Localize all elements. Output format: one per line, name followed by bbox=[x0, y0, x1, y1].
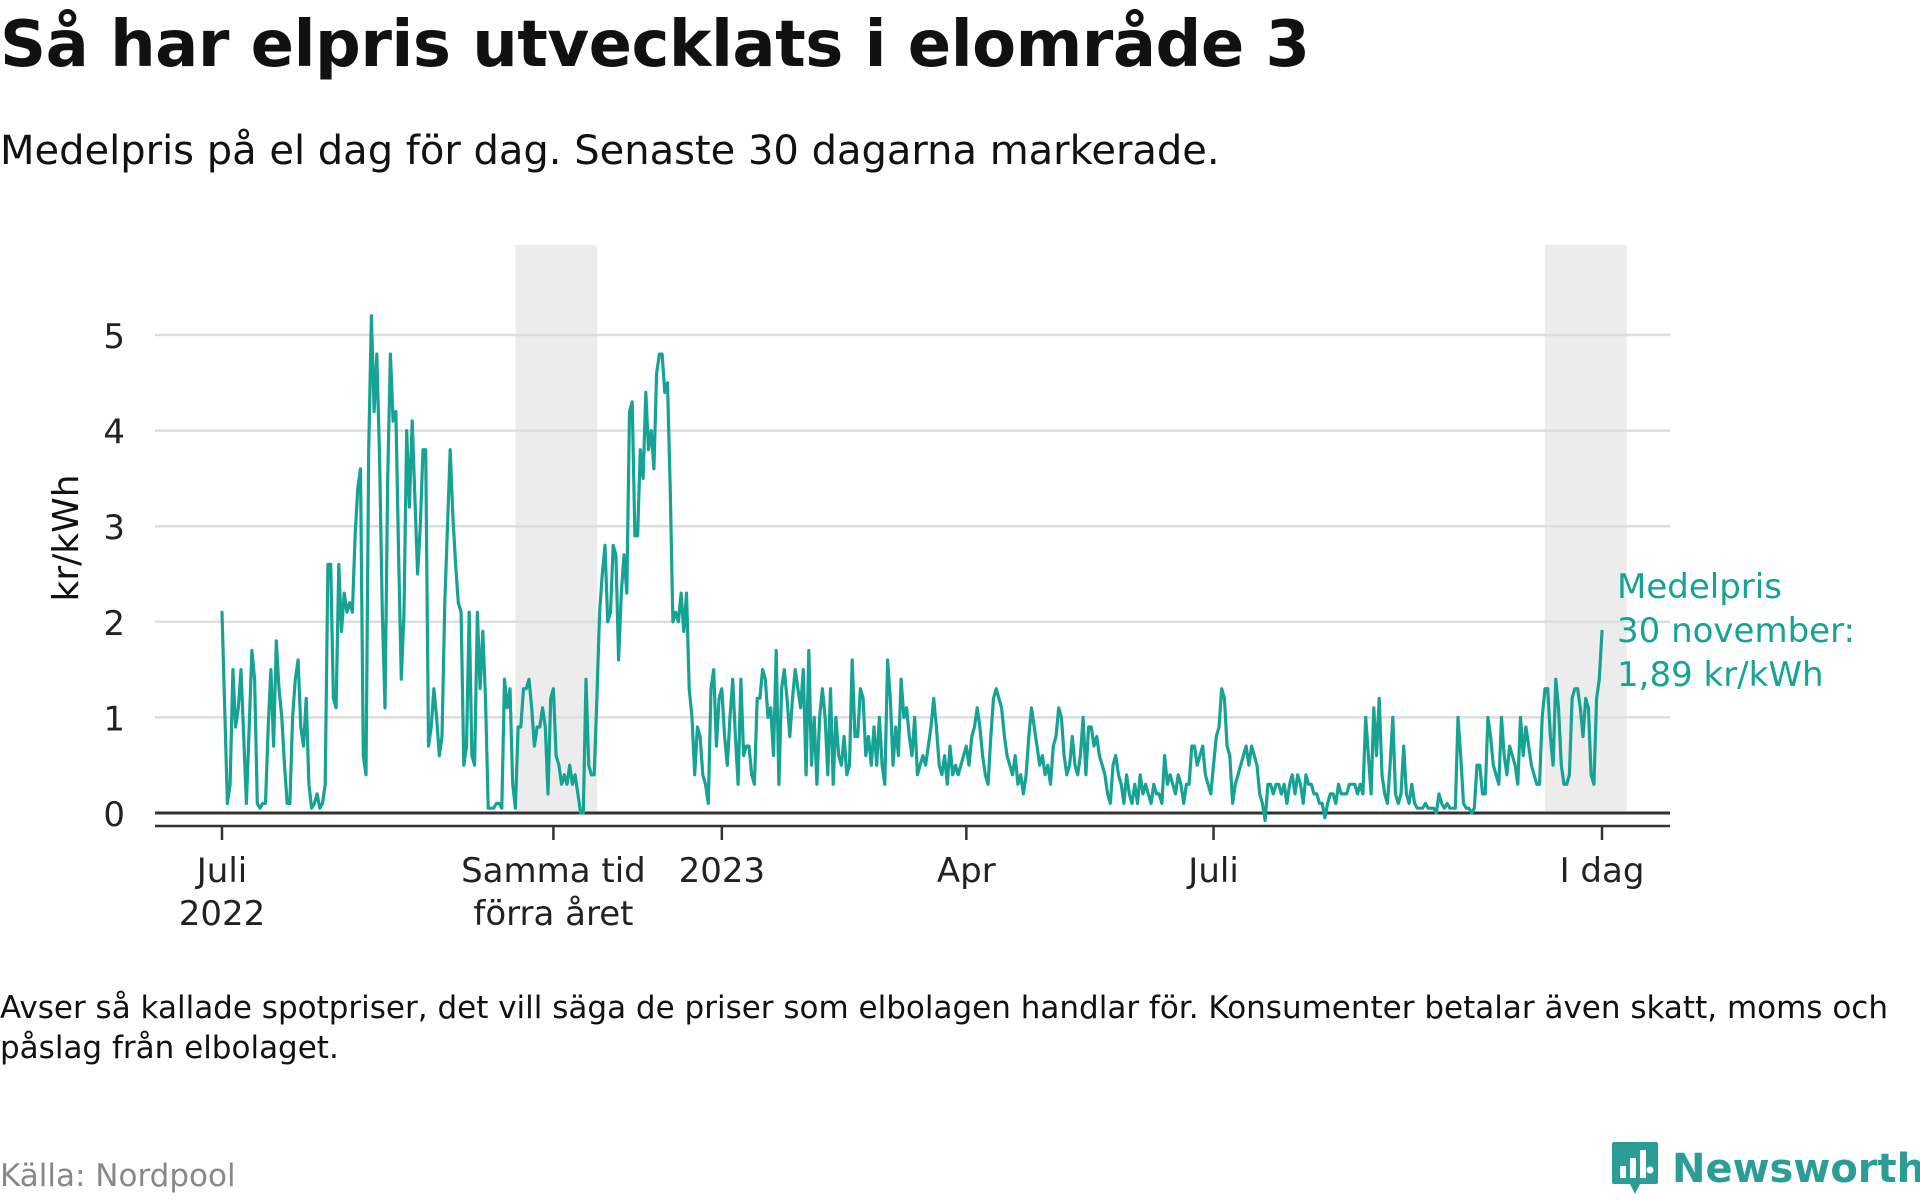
y-tick-label: 3 bbox=[103, 508, 125, 548]
x-tick-label: 2022 bbox=[179, 894, 266, 934]
y-axis-title: kr/kWh bbox=[46, 474, 87, 601]
annotation-label: 1,89 kr/kWh bbox=[1617, 655, 1824, 695]
x-tick-label: Apr bbox=[937, 851, 996, 891]
annotation-label: Medelpris bbox=[1617, 567, 1782, 607]
x-tick-label: Juli bbox=[1186, 851, 1238, 891]
annotation-label: 30 november: bbox=[1617, 611, 1855, 651]
footnote: Avser så kallade spotpriser, det vill sä… bbox=[0, 990, 1888, 1066]
x-tick-label: Juli bbox=[195, 851, 247, 891]
newsworthy-logo-icon bbox=[1612, 1142, 1658, 1194]
y-tick-label: 1 bbox=[103, 699, 125, 739]
brand-name: Newsworthy bbox=[1672, 1146, 1920, 1192]
chart-subtitle: Medelpris på el dag för dag. Senaste 30 … bbox=[0, 128, 1220, 174]
highlight-band-1 bbox=[515, 245, 598, 814]
x-tick-label: I dag bbox=[1560, 851, 1645, 891]
x-tick-label: 2023 bbox=[679, 851, 766, 891]
y-tick-label: 5 bbox=[103, 317, 125, 357]
highlight-band-2 bbox=[1544, 245, 1627, 814]
y-tick-label: 2 bbox=[103, 604, 125, 644]
y-tick-label: 0 bbox=[103, 795, 125, 835]
x-tick-label: förra året bbox=[473, 894, 633, 934]
series-line bbox=[220, 314, 1604, 823]
x-tick-label: Samma tid bbox=[461, 851, 646, 891]
chart-title: Så har elpris utvecklats i elområde 3 bbox=[0, 8, 1310, 82]
y-tick-label: 4 bbox=[103, 413, 125, 453]
source-text: Källa: Nordpool bbox=[0, 1158, 236, 1194]
brand-logo[interactable]: Newsworthy bbox=[1610, 1140, 1920, 1198]
